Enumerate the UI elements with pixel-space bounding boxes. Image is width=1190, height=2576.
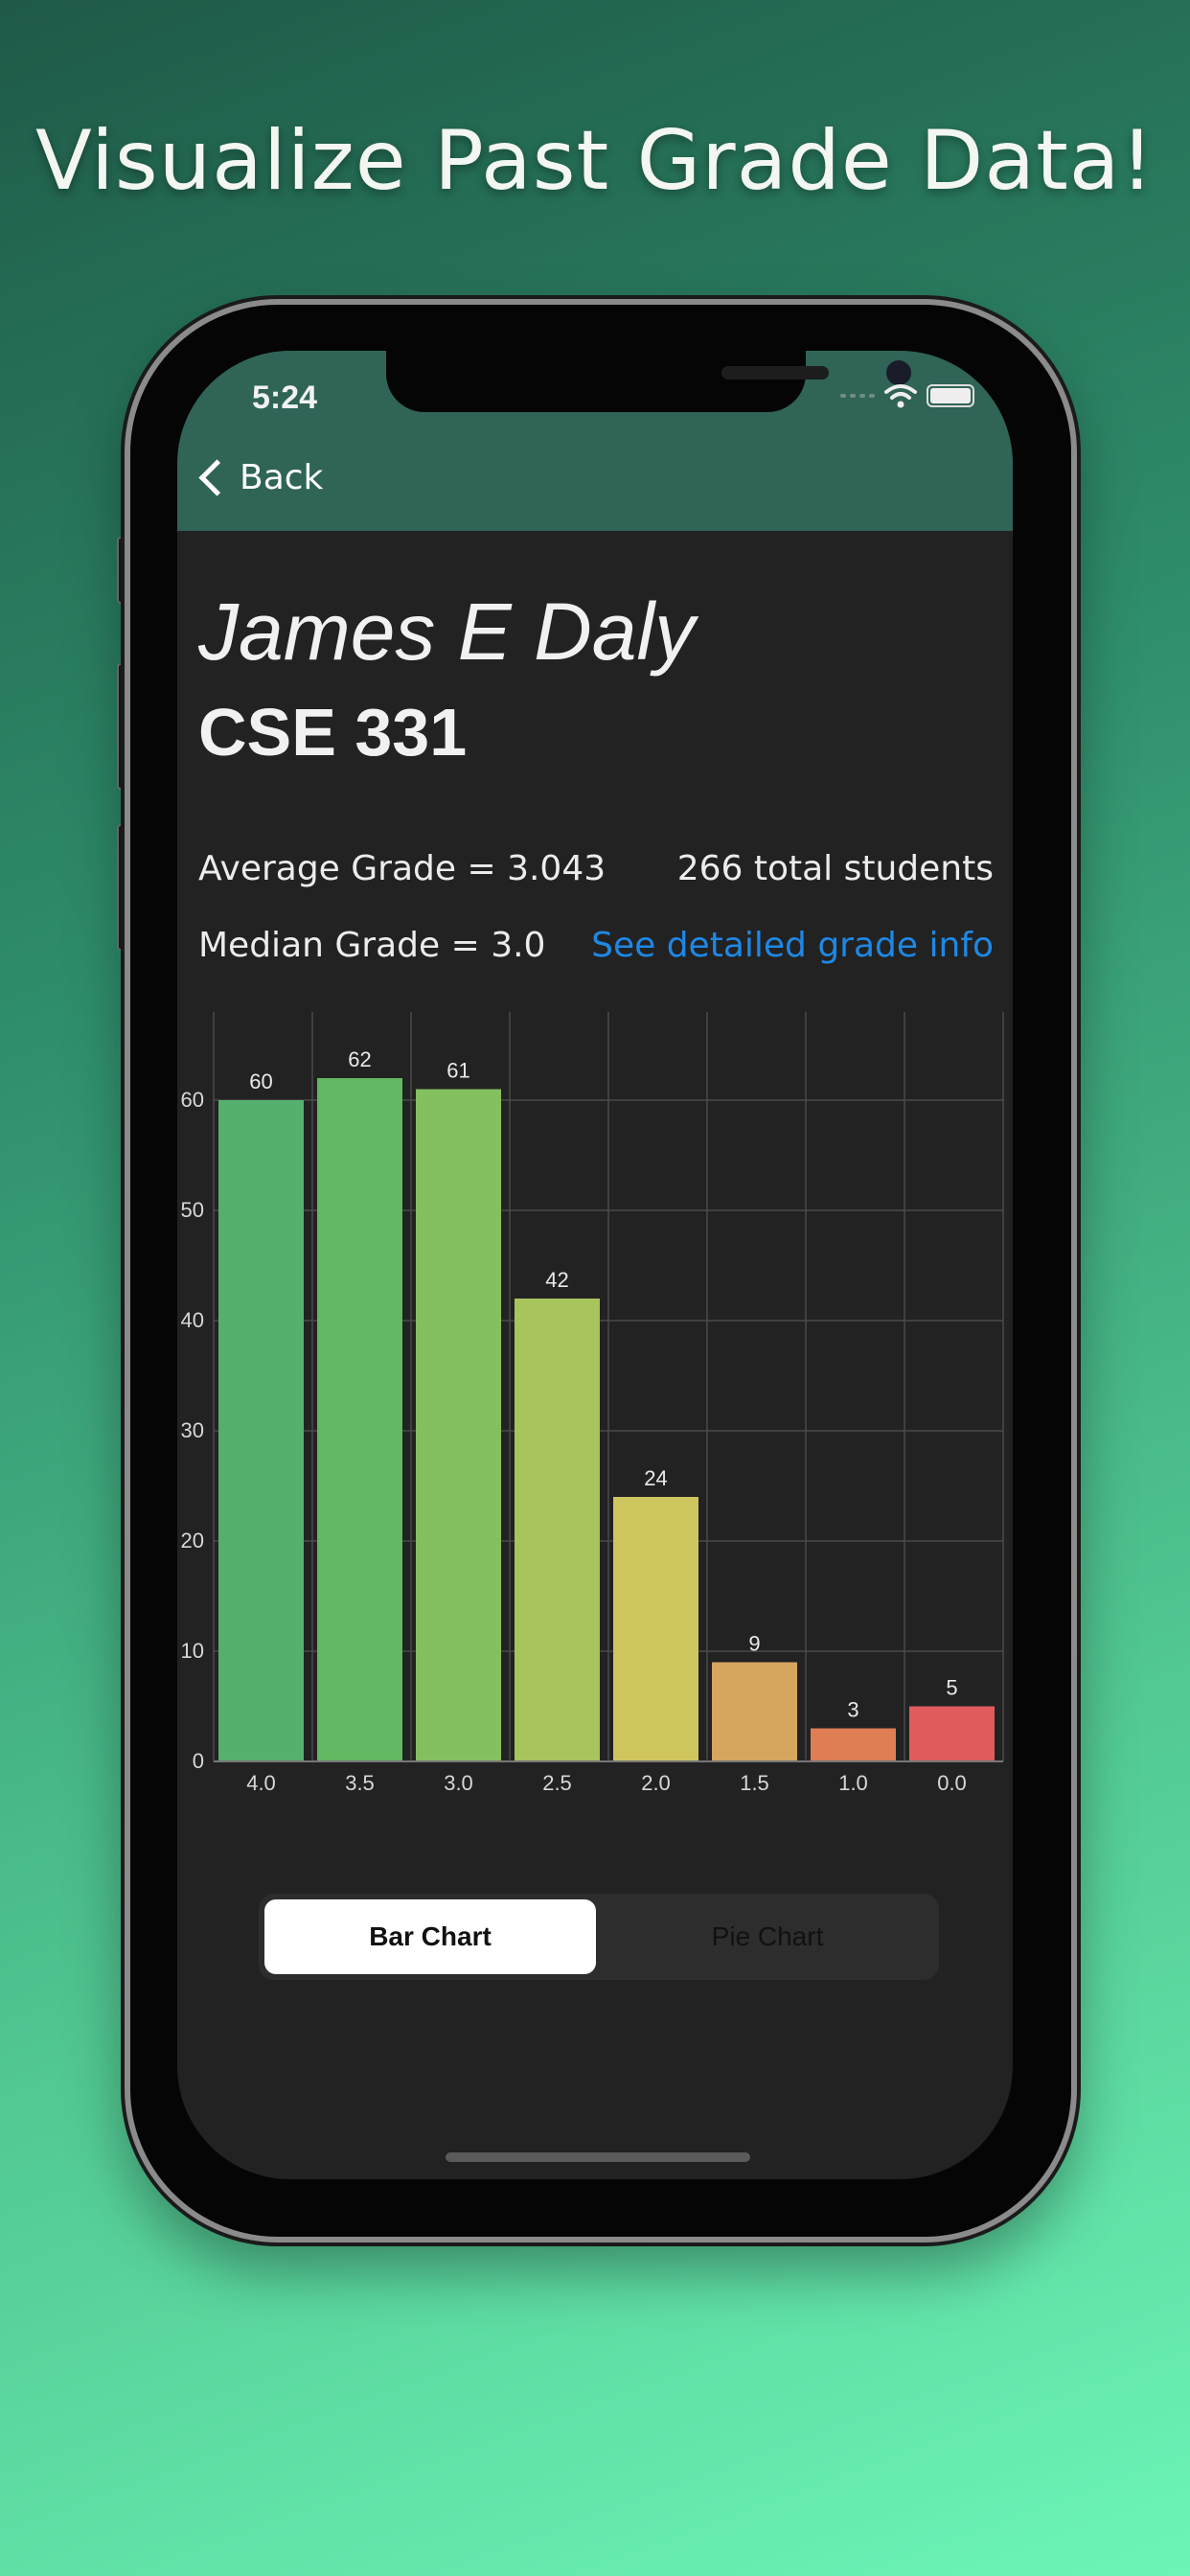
speaker-grille <box>721 366 829 380</box>
bar-value-label: 9 <box>748 1632 760 1656</box>
y-tick-label: 30 <box>181 1418 204 1442</box>
bar-value-label: 60 <box>249 1070 272 1093</box>
y-tick-label: 10 <box>181 1639 204 1663</box>
app-screen: 5:24 Back James E Daly CSE 331 Average G… <box>177 351 1013 2179</box>
total-students: 266 total students <box>676 849 994 888</box>
signal-icon <box>840 394 875 398</box>
bar <box>909 1706 995 1761</box>
x-tick-label: 3.5 <box>345 1771 375 1795</box>
bar <box>811 1728 896 1761</box>
status-icons <box>840 381 974 410</box>
bar-value-label: 62 <box>348 1047 371 1071</box>
bar <box>218 1100 304 1761</box>
bar-value-label: 5 <box>946 1676 957 1700</box>
wifi-icon <box>884 384 917 408</box>
x-tick-label: 0.0 <box>937 1771 967 1795</box>
y-tick-label: 0 <box>193 1749 204 1773</box>
bar-value-label: 61 <box>446 1059 469 1083</box>
bar <box>613 1497 698 1761</box>
x-tick-label: 2.5 <box>542 1771 572 1795</box>
x-tick-label: 1.0 <box>838 1771 868 1795</box>
y-tick-label: 40 <box>181 1308 204 1332</box>
course-code: CSE 331 <box>198 695 468 770</box>
x-tick-label: 4.0 <box>246 1771 276 1795</box>
bar-value-label: 3 <box>847 1698 858 1722</box>
grade-bar-chart: 0 10 20 30 40 50 60 60 4.0 62 3.5 61 3.0 42 2.5 24 2.0 9 1… <box>181 1012 1004 1795</box>
chart-type-toggle: Bar Chart Pie Chart <box>259 1894 939 1980</box>
median-grade: Median Grade = 3.0 <box>198 926 546 965</box>
bar-value-label: 24 <box>644 1466 667 1490</box>
camera-icon <box>886 360 911 385</box>
back-label: Back <box>240 458 324 497</box>
y-tick-label: 20 <box>181 1529 204 1552</box>
y-tick-label: 50 <box>181 1198 204 1222</box>
home-indicator <box>446 2152 750 2162</box>
average-grade: Average Grade = 3.043 <box>198 849 606 888</box>
back-button[interactable]: Back <box>195 458 323 497</box>
chevron-left-icon <box>198 459 236 496</box>
x-tick-label: 3.0 <box>444 1771 473 1795</box>
bar-chart-tab[interactable]: Bar Chart <box>264 1899 596 1974</box>
detailed-grade-link[interactable]: See detailed grade info <box>591 926 994 965</box>
headline: Visualize Past Grade Data! <box>35 113 1155 209</box>
professor-name: James E Daly <box>198 586 696 677</box>
pie-chart-tab[interactable]: Pie Chart <box>711 1921 824 1951</box>
y-tick-label: 60 <box>181 1088 204 1112</box>
nav-header: 5:24 Back <box>177 351 1013 531</box>
x-tick-label: 2.0 <box>641 1771 671 1795</box>
bar-value-label: 42 <box>545 1268 568 1292</box>
notch <box>386 351 911 412</box>
x-tick-label: 1.5 <box>740 1771 769 1795</box>
battery-icon <box>927 384 974 407</box>
bar <box>515 1299 600 1761</box>
bar <box>317 1078 402 1761</box>
bar <box>416 1089 501 1761</box>
status-time: 5:24 <box>252 380 318 416</box>
bar <box>712 1662 797 1761</box>
